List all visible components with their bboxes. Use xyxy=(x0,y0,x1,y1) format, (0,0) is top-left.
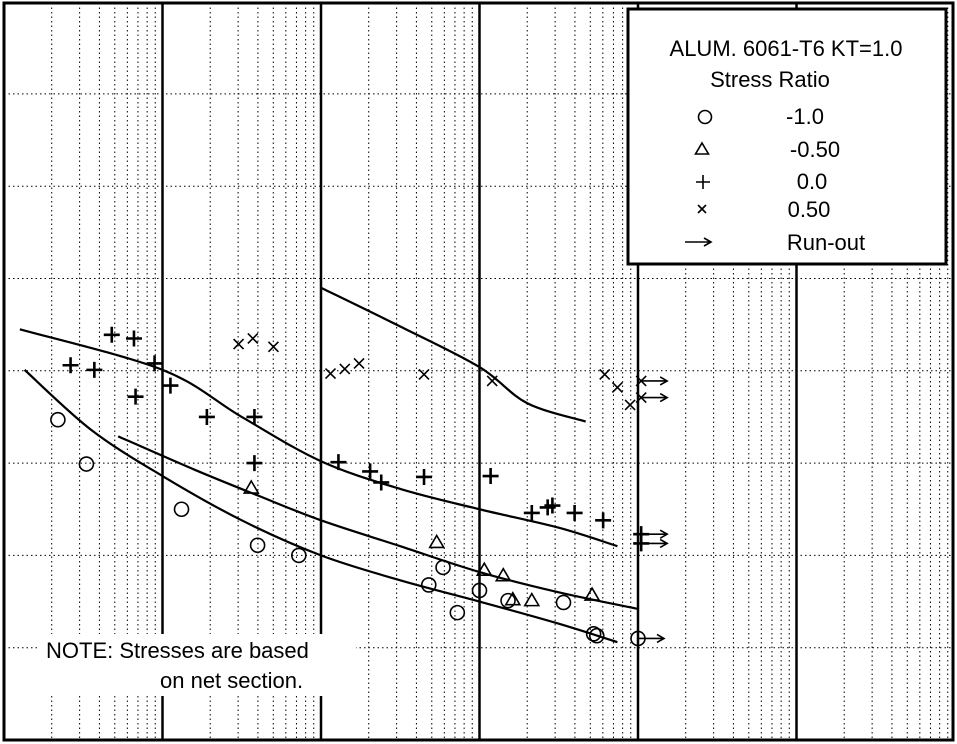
data-point-x xyxy=(324,368,337,380)
data-point-triangle xyxy=(523,592,541,607)
data-point-x xyxy=(247,332,259,345)
data-point-triangle xyxy=(242,479,260,494)
data-point-plus xyxy=(103,326,120,343)
legend-plus-icon xyxy=(696,175,710,189)
legend-label-arrow: Run-out xyxy=(787,230,865,255)
legend-label-triangle: -0.50 xyxy=(790,137,840,162)
legend-title: ALUM. 6061-T6 KT=1.0 xyxy=(670,36,903,61)
data-point-plus xyxy=(125,330,142,347)
data-point-x xyxy=(267,341,280,353)
data-point-circle xyxy=(435,559,451,576)
data-point-circle xyxy=(420,577,437,593)
data-point-plus xyxy=(544,497,561,514)
data-point-triangle xyxy=(428,533,446,549)
data-point-triangle xyxy=(504,591,522,606)
data-point-triangle xyxy=(494,567,512,582)
legend-box xyxy=(626,7,948,266)
legend-x-icon xyxy=(697,204,707,214)
runout-arrow xyxy=(641,538,669,549)
fit-curve xyxy=(23,369,618,644)
data-point-plus xyxy=(127,388,144,405)
fit-curve xyxy=(19,328,618,548)
data-point-x xyxy=(486,375,498,387)
legend-subtitle: Stress Ratio xyxy=(710,67,830,92)
data-point-plus xyxy=(416,468,433,485)
data-point-triangle xyxy=(583,586,601,601)
data-point-circle xyxy=(50,411,66,428)
legend-triangle-icon xyxy=(694,141,710,155)
runout-arrow xyxy=(641,376,669,386)
data-point-x xyxy=(418,368,430,381)
fit-curves xyxy=(19,286,639,644)
data-point-x xyxy=(599,368,611,381)
data-point-plus xyxy=(523,504,540,521)
data-point-plus xyxy=(86,361,103,378)
data-point-plus xyxy=(246,455,263,472)
legend-circle-icon xyxy=(697,109,713,125)
data-point-plus xyxy=(373,474,390,491)
legend-label-circle: -1.0 xyxy=(786,104,824,129)
note-line-1: NOTE: Stresses are based xyxy=(46,638,309,663)
data-point-plus xyxy=(198,408,215,425)
data-point-circle xyxy=(249,537,266,554)
note-background xyxy=(38,634,356,696)
data-point-plus xyxy=(362,463,379,480)
runout-arrow xyxy=(641,392,669,403)
data-point-circle xyxy=(585,626,602,642)
legend: ALUM. 6061-T6 KT=1.0 Stress Ratio -1.0 -… xyxy=(626,7,948,266)
data-point-x xyxy=(339,363,351,375)
data-point-plus xyxy=(482,468,499,485)
data-markers xyxy=(50,326,669,647)
data-point-plus xyxy=(62,357,79,374)
fit-curve xyxy=(117,435,639,611)
runout-arrow xyxy=(638,633,666,644)
data-point-circle xyxy=(555,594,572,611)
note-line-2: on net section. xyxy=(160,668,303,693)
data-point-circle xyxy=(588,627,605,644)
data-point-x xyxy=(611,381,623,393)
data-point-plus xyxy=(566,504,583,521)
data-point-plus xyxy=(246,408,263,425)
data-point-circle xyxy=(449,604,466,621)
runout-arrow xyxy=(641,529,669,539)
data-point-circle xyxy=(500,592,516,609)
fit-curve xyxy=(320,286,587,423)
data-point-x xyxy=(353,357,365,369)
data-point-circle xyxy=(471,582,488,599)
data-point-circle xyxy=(78,456,95,472)
data-point-plus xyxy=(595,512,612,529)
legend-label-x: 0.50 xyxy=(788,197,831,222)
data-point-circle xyxy=(291,547,307,564)
data-point-x xyxy=(233,338,245,350)
data-point-triangle xyxy=(475,561,493,576)
data-point-x xyxy=(624,399,636,411)
data-point-circle xyxy=(173,501,190,518)
legend-arrow-icon xyxy=(685,237,713,247)
note: NOTE: Stresses are based on net section. xyxy=(38,634,356,696)
data-point-plus xyxy=(330,454,347,471)
data-point-plus xyxy=(162,377,179,394)
legend-label-plus: 0.0 xyxy=(797,169,828,194)
data-point-plus xyxy=(146,355,163,372)
